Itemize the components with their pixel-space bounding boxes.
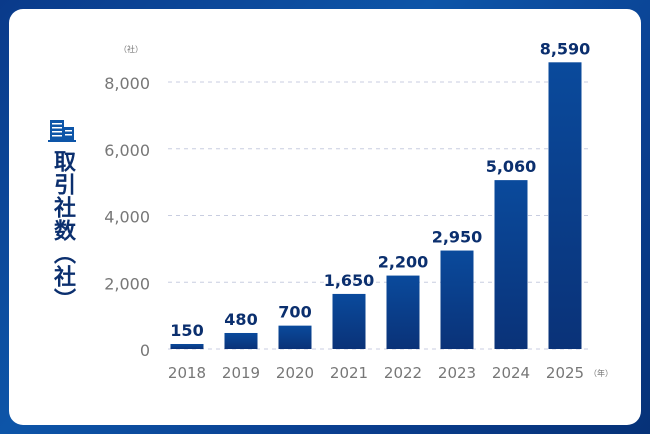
x-tick-label: 2025 [546,364,584,382]
value-label: 2,950 [432,228,483,247]
x-tick-label: 2024 [492,364,530,382]
building-icon [48,120,76,142]
bar [332,293,366,349]
value-label: 8,590 [540,39,591,58]
value-label: 2,200 [378,253,429,272]
value-label: 480 [224,310,257,329]
bar [548,62,582,350]
y-axis-title: 取引社数（社） [48,118,76,311]
x-unit-label: （年） [589,368,613,378]
x-tick-label: 2020 [276,364,314,382]
value-label: 150 [170,321,203,340]
bar [224,332,258,349]
bar [170,343,204,349]
y-tick-label: 8,000 [104,74,150,93]
y-unit-label: （社） [119,44,143,54]
x-tick-label: 2021 [330,364,368,382]
bar [278,325,312,349]
y-tick-label: 6,000 [104,141,150,160]
value-label: 5,060 [486,157,537,176]
chart-card [9,9,641,425]
x-tick-label: 2023 [438,364,476,382]
value-label: 700 [278,303,311,322]
bar [386,275,420,349]
y-tick-label: 4,000 [104,208,150,227]
y-tick-label: 2,000 [104,274,150,293]
bar [440,250,474,349]
x-tick-label: 2022 [384,364,422,382]
x-tick-label: 2018 [168,364,206,382]
value-label: 1,650 [324,271,375,290]
bar [494,180,528,349]
x-tick-label: 2019 [222,364,260,382]
y-tick-label: 0 [140,341,150,360]
